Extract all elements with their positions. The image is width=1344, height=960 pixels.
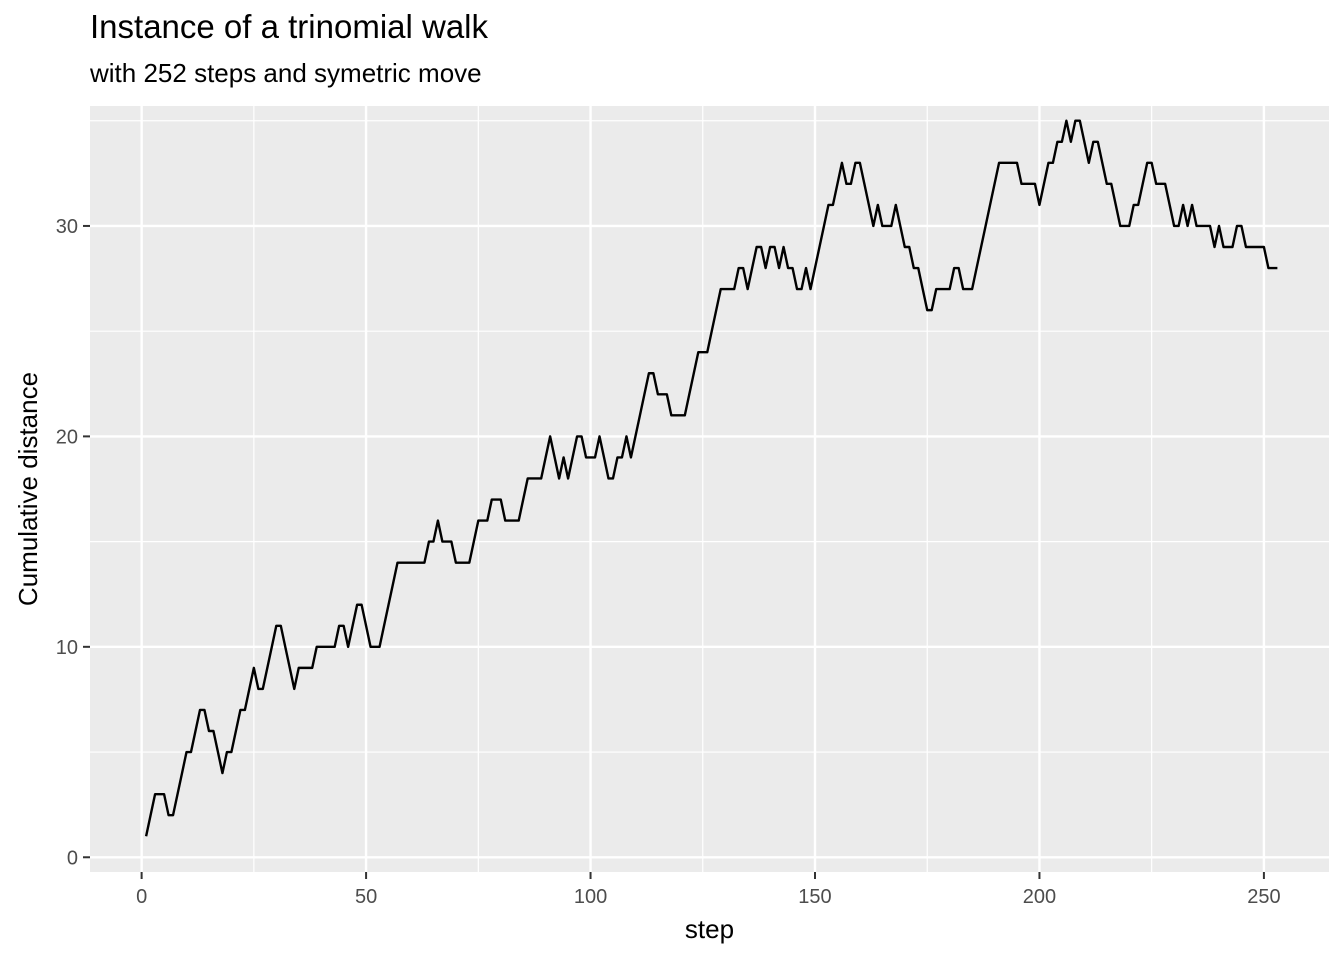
minor-gridlines: [90, 106, 1329, 872]
y-tick-label: 20: [56, 426, 78, 448]
x-tick-label: 50: [355, 886, 377, 908]
y-tick-label: 10: [56, 637, 78, 659]
chart-subtitle: with 252 steps and symetric move: [90, 58, 482, 88]
y-axis-title: Cumulative distance: [13, 372, 43, 606]
series-layer: [144, 119, 1278, 837]
x-tick-label: 100: [574, 886, 607, 908]
x-tick-label: 250: [1247, 886, 1280, 908]
chart-title: Instance of a trinomial walk: [90, 8, 489, 45]
x-tick-label: 0: [136, 886, 147, 908]
plot-panel: [90, 106, 1329, 872]
x-axis: 0 50 100 150 200 250: [136, 872, 1281, 908]
y-axis: 0 10 20 30: [56, 216, 90, 869]
x-tick-label: 200: [1023, 886, 1056, 908]
x-tick-label: 150: [798, 886, 831, 908]
y-tick-label: 30: [56, 216, 78, 238]
x-axis-title: step: [685, 914, 734, 944]
series-line: [144, 119, 1278, 837]
y-tick-label: 0: [67, 847, 78, 869]
